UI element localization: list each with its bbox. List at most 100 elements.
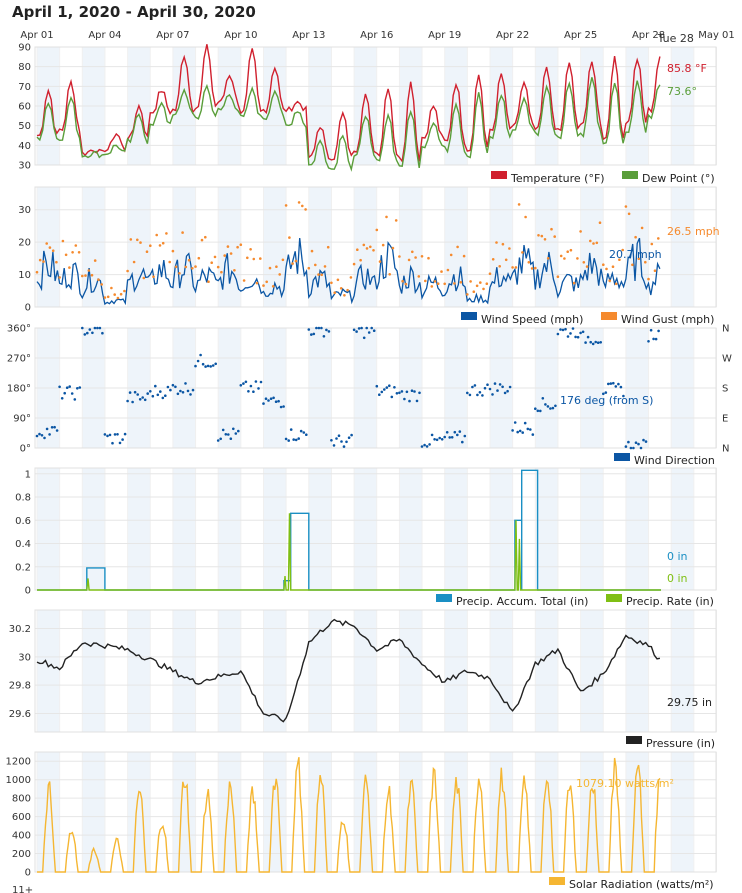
wind-direction-point: [581, 330, 585, 334]
legend-swatch-precip-total: [436, 594, 452, 602]
wind-direction-point: [634, 441, 638, 445]
day-band: [82, 752, 105, 872]
wind-gust-point: [359, 258, 362, 262]
y-tick-label: 270°: [7, 354, 31, 365]
wind-gust-point: [582, 261, 586, 264]
day-band: [580, 468, 604, 590]
wind-gust-point: [349, 276, 353, 279]
wind-direction-point: [96, 326, 99, 330]
wind-direction-point: [35, 434, 39, 438]
wind-direction-point: [294, 438, 298, 442]
legend-swatch-solar: [549, 877, 565, 885]
wind-direction-point: [468, 393, 472, 397]
wind-gust-point: [627, 212, 631, 216]
wind-gust-point: [618, 258, 621, 262]
wind-gust-point: [275, 265, 278, 269]
wind-direction-point: [415, 399, 419, 403]
day-band: [263, 187, 287, 307]
wind-direction-point: [199, 353, 202, 357]
wind-gust-point: [249, 248, 252, 251]
wind-direction-point: [531, 433, 535, 436]
panel-3: [34, 327, 717, 449]
wind-gust-point: [391, 246, 395, 250]
wind-direction-point: [450, 436, 454, 439]
y-tick-label: 0.4: [15, 539, 31, 550]
wind-direction-point: [571, 327, 575, 330]
solar-current: 1079.10 watts/m²: [576, 777, 674, 790]
wind-direction-point: [224, 433, 228, 436]
wind-gust-point: [352, 262, 356, 266]
compass-label: N: [722, 324, 729, 335]
wind-gust-point: [372, 249, 375, 252]
wind-direction-point: [118, 441, 122, 445]
wind-direction-point: [491, 393, 494, 396]
wind-gust-point: [566, 250, 569, 253]
wind-direction-point: [498, 383, 502, 386]
wind-direction-point: [229, 437, 233, 441]
day-band: [172, 187, 196, 307]
wind-gust-point: [284, 204, 288, 207]
wind-gust-point: [281, 258, 285, 262]
day-band: [308, 468, 332, 590]
wind-direction-point: [448, 436, 452, 439]
wind-gust-point: [488, 272, 492, 276]
wind-gust-point: [317, 273, 320, 276]
dew-point-current: 73.6°: [667, 85, 697, 98]
wind-direction-point: [126, 399, 129, 403]
wind-direction-point: [149, 390, 152, 393]
wind-direction-point: [483, 386, 487, 390]
wind-direction-point: [516, 430, 519, 434]
wind-gust-point: [246, 256, 249, 260]
wind-direction-point: [302, 431, 306, 434]
precip-total-line: [37, 469, 661, 591]
wind-gust-point: [333, 291, 337, 295]
wind-gust-point: [220, 270, 223, 274]
wind-direction-point: [209, 365, 212, 368]
wind-gust-point: [650, 242, 654, 246]
wind-direction-point: [624, 445, 628, 448]
y-tick-label: 360°: [7, 324, 31, 335]
wind-gust-point: [466, 293, 469, 296]
wind-gust-point: [71, 251, 74, 254]
wind-gust-point: [297, 201, 301, 204]
wind-gust-point: [81, 274, 84, 278]
wind-direction-current: 176 deg (from S): [560, 394, 653, 407]
wind-direction-point: [544, 403, 547, 406]
wind-gust-point: [621, 248, 624, 252]
wind-direction-point: [181, 391, 185, 394]
pressure-line: [36, 618, 661, 723]
wind-direction-point: [579, 331, 582, 335]
y-tick-label: 29.6: [9, 709, 31, 720]
wind-direction-point: [169, 388, 172, 392]
wind-gust-point: [469, 280, 472, 283]
wind-direction-point: [254, 380, 258, 383]
wind-direction-point: [347, 436, 351, 440]
day-band: [671, 187, 694, 307]
wind-gust-point: [456, 245, 459, 249]
day-band: [399, 187, 423, 307]
wind-gust-point: [411, 250, 414, 254]
wind-gust-point: [546, 257, 550, 260]
legend-swatch-wind-gust: [601, 312, 617, 320]
wind-direction-point: [569, 332, 572, 335]
wind-gust-point: [194, 265, 197, 268]
legend-wind-direction: Wind Direction: [634, 454, 715, 467]
wind-gust-point: [129, 238, 133, 241]
wind-direction-point: [262, 402, 265, 405]
wind-gust-point: [242, 279, 246, 282]
precip-rate-current: 0 in: [667, 572, 688, 585]
wind-direction-point: [629, 446, 633, 450]
day-band: [354, 187, 377, 307]
wind-direction-point: [652, 337, 655, 341]
wind-gust-point: [501, 242, 505, 246]
wind-gust-point: [178, 272, 181, 275]
wind-direction-point: [247, 390, 250, 393]
wind-gust-point: [365, 247, 369, 250]
wind-direction-point: [521, 431, 524, 434]
wind-gust-point: [559, 254, 563, 258]
wind-direction-point: [534, 407, 537, 411]
day-band: [444, 468, 468, 590]
wind-gust-point: [58, 276, 61, 279]
day-band: [127, 610, 151, 732]
wind-direction-point: [40, 434, 44, 437]
